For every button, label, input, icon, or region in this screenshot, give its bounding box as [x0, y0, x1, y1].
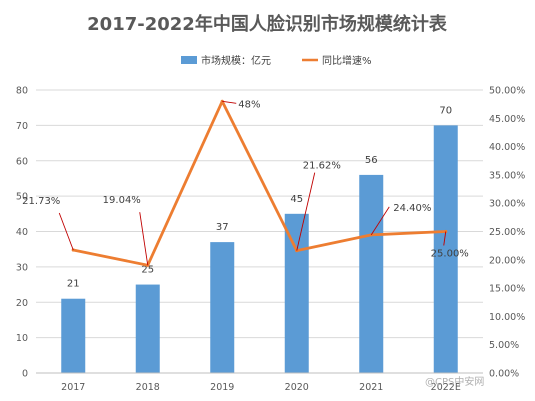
right-tick-label: 20.00%	[489, 255, 525, 266]
left-tick-label: 0	[22, 369, 28, 380]
right-tick-label: 5.00%	[489, 340, 519, 351]
left-axis: 0 10 20 30 40 50 60 70 80	[16, 86, 28, 380]
growth-value-label: 24.40%	[393, 203, 431, 214]
right-tick-label: 40.00%	[489, 142, 525, 153]
leader-line	[139, 212, 149, 266]
right-tick-label: 0.00%	[489, 369, 519, 380]
left-tick-label: 40	[16, 227, 28, 238]
leader-line	[296, 172, 316, 251]
x-tick-label: 2022E	[431, 382, 461, 393]
bar	[61, 298, 86, 373]
x-tick-label: 2019	[210, 382, 234, 393]
growth-value-label: 21.73%	[22, 196, 60, 207]
right-tick-label: 45.00%	[489, 114, 525, 125]
legend-label-bar: 市场规模：亿元	[201, 54, 271, 67]
legend: 市场规模：亿元 同比增速%	[181, 54, 372, 67]
bar-value-label: 70	[439, 105, 452, 116]
growth-value-label: 21.62%	[303, 161, 341, 172]
bar	[135, 284, 160, 373]
growth-value-label: 48%	[238, 99, 260, 110]
left-tick-label: 70	[16, 121, 28, 132]
left-tick-label: 10	[16, 333, 28, 344]
x-axis: 2017 2018 2019 2020 2021 2022E	[36, 372, 483, 393]
bar-value-label: 25	[141, 265, 154, 276]
legend-label-line: 同比增速%	[322, 54, 372, 67]
right-tick-label: 35.00%	[489, 170, 525, 181]
leader-line	[370, 206, 390, 236]
bar-value-label: 21	[67, 279, 80, 290]
bars	[61, 125, 458, 373]
right-tick-label: 25.00%	[489, 227, 525, 238]
right-tick-label: 10.00%	[489, 312, 525, 323]
right-tick-label: 50.00%	[489, 86, 525, 97]
x-tick-label: 2018	[136, 382, 160, 393]
right-axis: 0.00% 5.00% 10.00% 15.00% 20.00% 25.00% 30.00%…	[489, 86, 525, 380]
leader-line	[222, 100, 237, 104]
x-tick-label: 2017	[61, 382, 85, 393]
left-tick-label: 20	[16, 298, 28, 309]
bar-value-label: 37	[216, 222, 229, 233]
line-labels: 21.73% 19.04% 48% 21.62% 24.40% 25.00%	[22, 99, 469, 266]
left-tick-label: 50	[16, 192, 28, 203]
leader-line	[443, 231, 447, 246]
bar	[210, 242, 235, 373]
bar-labels: 21 25 37 45 56 70	[67, 105, 452, 289]
growth-value-label: 19.04%	[103, 195, 141, 206]
bar-value-label: 45	[290, 194, 303, 205]
bar	[433, 125, 458, 373]
left-tick-label: 30	[16, 262, 28, 273]
growth-line	[72, 99, 446, 267]
watermark: @CPS中安网	[425, 375, 484, 388]
left-tick-label: 60	[16, 156, 28, 167]
x-tick-label: 2020	[285, 382, 309, 393]
legend-swatch-bar	[181, 56, 197, 64]
chart-title: 2017-2022年中国人脸识别市场规模统计表	[87, 13, 448, 35]
bar-value-label: 56	[365, 155, 378, 166]
growth-value-label: 25.00%	[431, 249, 469, 260]
growth-line-layer	[71, 99, 448, 267]
x-tick-label: 2021	[359, 382, 383, 393]
left-tick-label: 80	[16, 86, 28, 97]
bar	[359, 174, 384, 373]
leader-line	[58, 212, 74, 251]
bar	[284, 213, 309, 373]
right-tick-label: 30.00%	[489, 199, 525, 210]
right-tick-label: 15.00%	[489, 284, 525, 295]
